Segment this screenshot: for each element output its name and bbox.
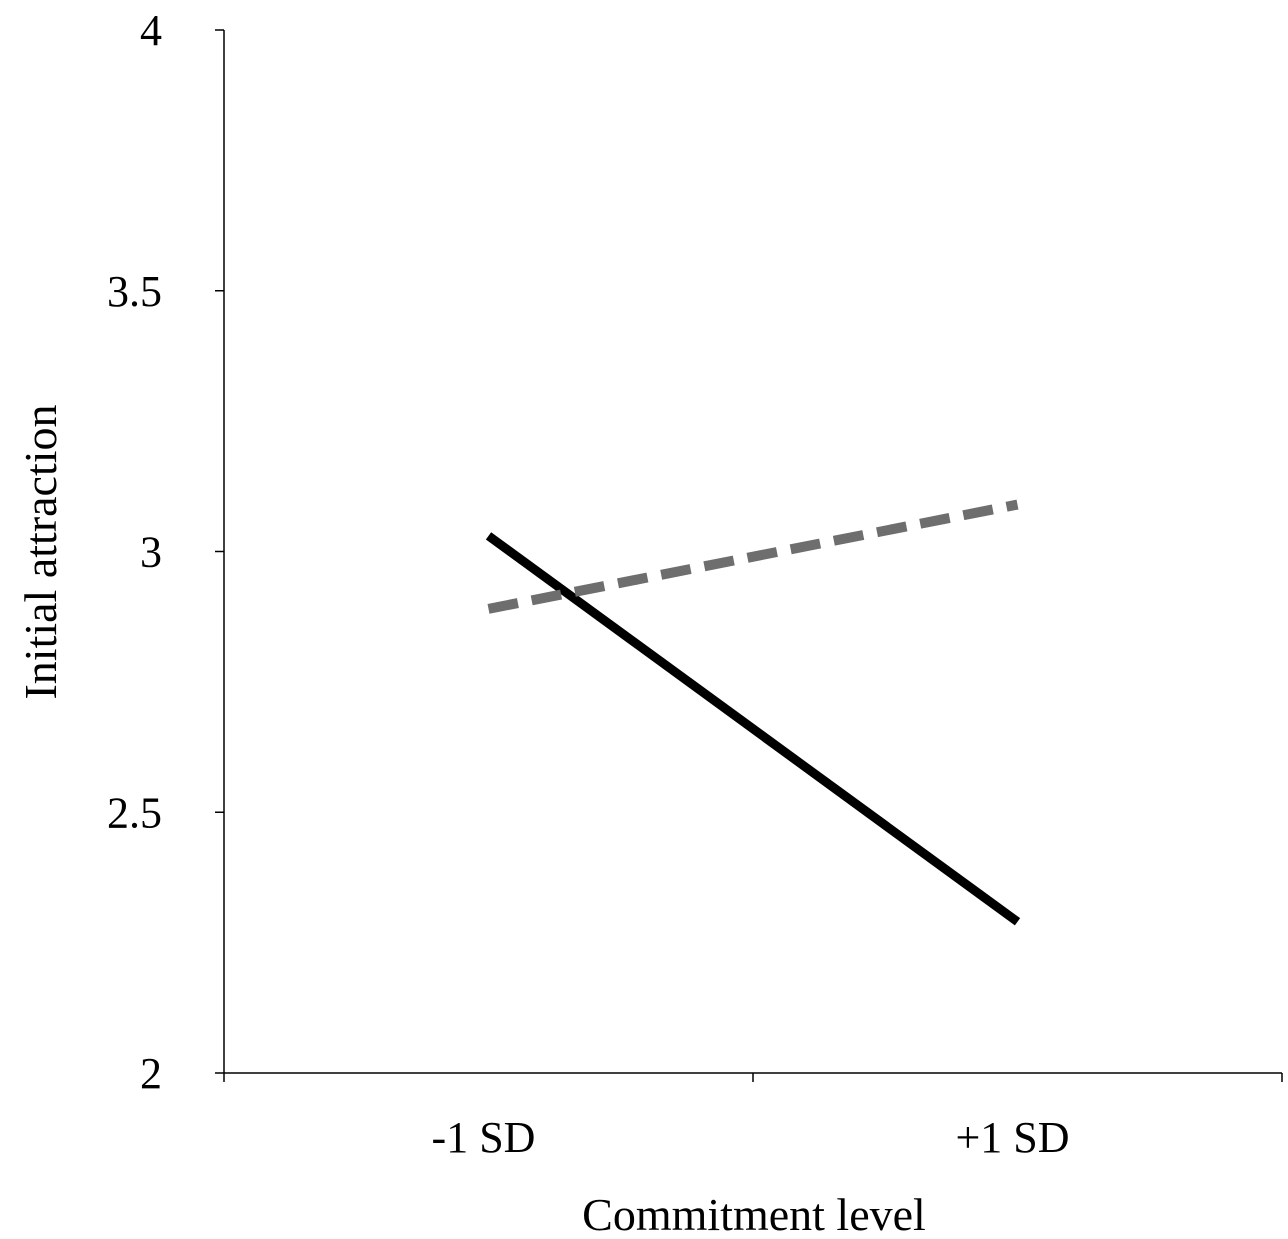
y-tick-label: 2	[140, 1049, 162, 1098]
y-tick-label: 4	[140, 6, 162, 55]
y-tick-label: 3	[140, 528, 162, 577]
y-tick-label: 3.5	[107, 267, 162, 316]
series-line-2	[487, 499, 1019, 614]
series-layer	[485, 499, 1021, 926]
axes	[223, 30, 1282, 1074]
x-tick-label: -1 SD	[432, 1113, 536, 1162]
series-line-1	[485, 532, 1021, 926]
y-axis-title: Initial attraction	[15, 404, 66, 699]
x-axis-title: Commitment level	[582, 1189, 926, 1239]
y-tick-label: 2.5	[107, 788, 162, 837]
x-tick-label: +1 SD	[955, 1113, 1069, 1162]
x-axis-ticks: -1 SD +1 SD	[223, 1073, 1283, 1162]
y-axis-ticks: 2 2.5 3 3.5 4	[107, 6, 224, 1098]
